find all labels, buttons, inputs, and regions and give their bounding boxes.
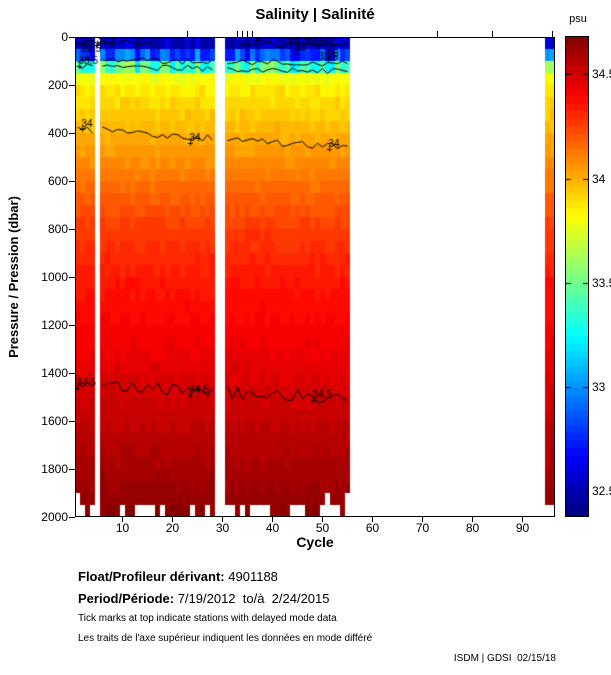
delayed-mode-tick [237,31,238,37]
x-tick-label: 30 [215,521,230,535]
y-tick-label: 1800 [41,462,68,476]
colorbar-tick-label: 34.5 [592,67,611,82]
delayed-mode-tick [437,31,438,37]
x-tick-label: 50 [315,521,330,535]
colorbar-tick-label: 34 [592,171,606,186]
y-tick-label: 1200 [41,318,68,332]
float-id-value: 4901188 [224,569,278,584]
delayed-mode-note-en: Tick marks at top indicate stations with… [78,613,337,624]
y-tick-mark [69,180,75,182]
delayed-mode-tick [247,31,248,37]
x-tick-mark [322,517,323,522]
y-tick-mark [69,324,75,326]
colorbar-tick-label: 33.5 [592,275,611,290]
y-tick-mark [69,84,75,86]
x-tick-mark [222,517,223,522]
salinity-heatmap-canvas [75,37,555,517]
x-tick-mark [522,517,523,522]
period-value: 7/19/2012 to/à 2/24/2015 [174,591,330,606]
agency-credit: ISDM | GDSI 02/15/18 [453,653,556,664]
y-tick-label: 1000 [41,270,68,284]
x-tick-label: 20 [165,521,180,535]
delayed-mode-tick [252,31,253,37]
x-tick-mark [472,517,473,522]
y-tick-label: 800 [47,222,68,236]
delayed-mode-tick [187,31,188,37]
float-id-line: Float/Profileur dérivant: 4901188 [78,569,278,584]
y-tick-mark [69,228,75,230]
y-axis-label: Pressure / Pression (dbar) [6,196,21,358]
y-tick-label: 2000 [41,510,68,524]
x-tick-label: 40 [265,521,280,535]
y-tick-mark [69,132,75,134]
delayed-mode-tick [492,31,493,37]
x-tick-mark [422,517,423,522]
delayed-mode-note-fr: Les traits de l'axe supérieur indiquent … [78,633,373,644]
colorbar-tick-label: 32.5 [592,484,611,498]
y-tick-label: 600 [47,174,68,188]
colorbar-tick-label: 33 [592,379,606,394]
x-tick-label: 70 [415,521,430,535]
x-tick-label: 90 [515,521,530,535]
y-tick-label: 200 [47,78,68,92]
y-tick-label: 400 [47,126,68,140]
y-tick-mark [69,276,75,278]
y-tick-label: 1400 [41,366,68,380]
colorbar-unit-label: psu [569,13,587,25]
y-tick-mark [69,36,75,38]
x-tick-mark [372,517,373,522]
x-tick-label: 60 [365,521,380,535]
y-tick-mark [69,468,75,470]
y-tick-mark [69,516,75,518]
y-tick-label: 1600 [41,414,68,428]
plot-title: Salinity | Salinité [255,6,375,23]
x-tick-mark [122,517,123,522]
x-tick-mark [172,517,173,522]
x-tick-label: 10 [115,521,130,535]
delayed-mode-tick [552,31,553,37]
period-line: Period/Période: 7/19/2012 to/à 2/24/2015 [78,591,330,606]
float-id-label: Float/Profileur dérivant: [78,569,225,584]
y-tick-mark [69,420,75,422]
y-tick-mark [69,372,75,374]
period-label: Period/Période: [78,591,175,606]
x-axis-label: Cycle [296,534,334,550]
delayed-mode-tick [242,31,243,37]
x-tick-mark [272,517,273,522]
y-tick-label: 0 [61,30,68,44]
x-tick-label: 80 [465,521,480,535]
colorbar-canvas [566,37,588,516]
